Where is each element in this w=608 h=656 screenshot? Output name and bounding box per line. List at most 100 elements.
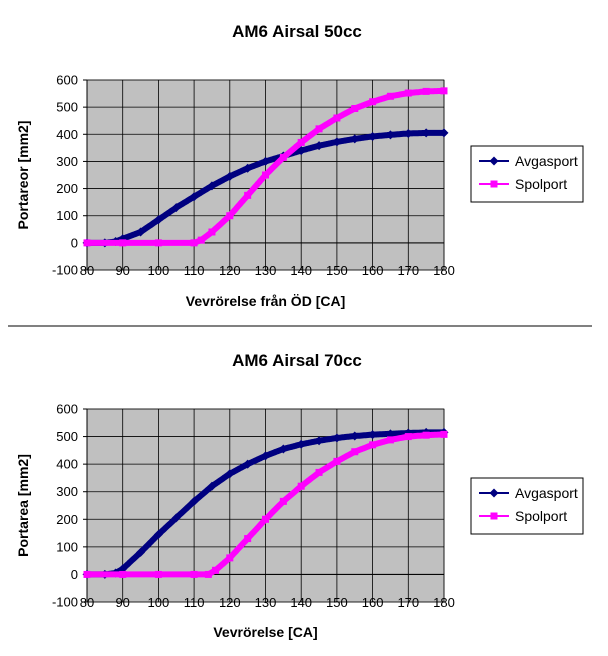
data-point <box>296 146 306 156</box>
legend-item: Spolport <box>479 176 567 192</box>
data-point <box>440 87 448 95</box>
x-tick-label: 150 <box>326 595 348 610</box>
x-tick-label: 180 <box>433 263 455 278</box>
x-tick-label: 100 <box>148 263 170 278</box>
chart-2: AM6 Airsal 70cc -100 0 100 200 300 400 500 600 80… <box>15 351 584 640</box>
data-point <box>315 125 323 133</box>
y-tick-label: -100 <box>52 263 78 278</box>
data-point <box>439 128 449 138</box>
data-point <box>189 192 199 202</box>
data-point <box>314 436 324 446</box>
data-point <box>368 131 378 141</box>
x-tick-label: 110 <box>184 595 205 610</box>
data-point <box>212 566 220 574</box>
data-point <box>261 156 270 166</box>
x-tick-label: 130 <box>255 263 277 278</box>
x-tick-label: 160 <box>362 263 384 278</box>
legend-box <box>470 145 584 203</box>
data-point <box>154 570 162 578</box>
data-point <box>385 429 395 439</box>
chart-title: AM6 Airsal 50cc <box>232 22 362 41</box>
x-tick-label: 180 <box>433 595 455 610</box>
x-tick-label: 90 <box>115 263 129 278</box>
x-tick-label: 150 <box>326 263 348 278</box>
legend-item: Avgasport <box>479 153 578 169</box>
x-tick-label: 120 <box>219 263 241 278</box>
data-point <box>350 134 360 144</box>
y-axis-label: Portarea [mm2] <box>15 454 31 557</box>
data-point <box>369 98 377 106</box>
y-tick-label: 300 <box>56 484 78 499</box>
data-point <box>153 215 163 225</box>
x-tick-label: 170 <box>397 263 419 278</box>
legend-marker <box>489 488 499 498</box>
data-point <box>243 459 253 469</box>
data-point <box>351 105 359 112</box>
data-point <box>136 227 146 237</box>
legend-item: Spolport <box>479 508 567 524</box>
y-tick-label: 0 <box>71 567 78 582</box>
x-tick-label: 140 <box>290 595 312 610</box>
data-point <box>422 87 430 95</box>
legend-marker <box>490 512 498 520</box>
x-tick-label: 130 <box>255 595 277 610</box>
y-tick-label: 200 <box>56 512 78 527</box>
data-point <box>333 114 341 122</box>
y-tick-label: 300 <box>56 154 78 169</box>
data-point <box>278 444 288 454</box>
x-tick-label: 160 <box>362 595 384 610</box>
data-point <box>83 239 91 247</box>
data-point <box>262 515 269 523</box>
data-point <box>171 203 181 213</box>
y-tick-label: 0 <box>71 235 78 250</box>
y-tick-label: 500 <box>56 429 78 444</box>
x-tick-label: 110 <box>184 263 205 278</box>
legend-label: Spolport <box>515 176 567 192</box>
data-point <box>262 171 269 179</box>
data-point <box>261 451 270 461</box>
legend: Avgasport Spolport <box>470 145 584 203</box>
data-point <box>136 547 146 557</box>
legend-marker <box>489 156 499 166</box>
y-tick-label: 200 <box>56 181 78 196</box>
y-tick-label: 600 <box>56 73 78 88</box>
data-point <box>207 181 217 191</box>
y-tick-label: 100 <box>56 208 78 223</box>
data-point <box>332 433 342 443</box>
data-point <box>225 171 235 181</box>
data-point <box>119 570 127 578</box>
y-tick-label: 600 <box>56 402 78 417</box>
data-point <box>189 496 199 506</box>
data-point <box>208 228 216 236</box>
x-tick-label: 90 <box>115 595 129 610</box>
y-tick-label: 500 <box>56 100 78 115</box>
data-point <box>190 239 198 247</box>
data-point <box>197 236 205 244</box>
data-point <box>243 163 253 173</box>
data-point <box>333 457 341 465</box>
data-point <box>279 497 287 505</box>
data-point <box>190 570 198 578</box>
data-point <box>386 436 394 444</box>
y-tick-label: 100 <box>56 539 78 554</box>
data-point <box>404 89 412 97</box>
legend-label: Spolport <box>515 508 567 524</box>
y-tick-label: 400 <box>56 457 78 472</box>
y-axis-label: Portareor [mm2] <box>15 121 31 230</box>
x-tick-label: 120 <box>219 595 241 610</box>
x-tick-label: 80 <box>80 595 94 610</box>
data-point <box>204 570 212 578</box>
data-point <box>171 513 181 523</box>
data-point <box>368 430 378 440</box>
data-point <box>440 430 448 438</box>
data-point <box>386 92 394 100</box>
chart-title: AM6 Airsal 70cc <box>232 351 362 370</box>
data-point <box>315 468 323 476</box>
data-point <box>421 128 431 138</box>
x-tick-label: 170 <box>397 595 419 610</box>
data-point <box>119 239 127 247</box>
data-point <box>225 469 235 479</box>
legend-box <box>470 477 584 535</box>
data-point <box>83 570 91 578</box>
